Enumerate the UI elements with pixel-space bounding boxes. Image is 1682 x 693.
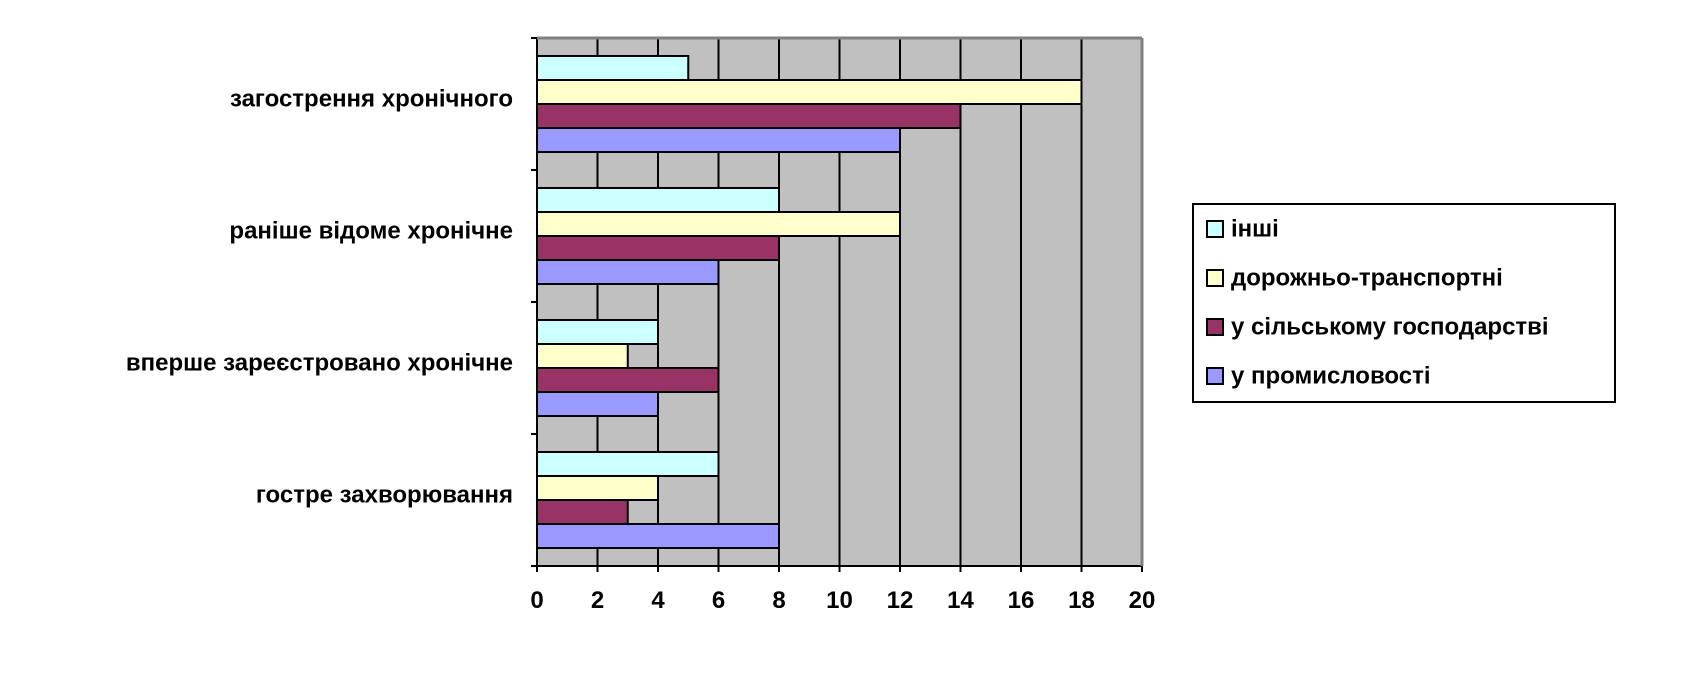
legend-swatch [1206, 220, 1224, 238]
x-tick-label: 12 [887, 587, 914, 614]
category-label: вперше зареєстровано хронічне [126, 349, 513, 376]
legend-label: інші [1231, 215, 1279, 242]
x-tick-label: 20 [1129, 587, 1156, 614]
bar [536, 103, 962, 129]
category-labels: гостре захворювання вперше зареєстровано … [126, 85, 513, 508]
bar [536, 211, 901, 237]
x-tick-label: 8 [772, 587, 785, 614]
bar [536, 391, 659, 417]
axes [531, 36, 1144, 572]
legend-label: дорожньо-транспортні [1231, 264, 1503, 291]
bar [536, 475, 659, 501]
bar [536, 451, 720, 477]
bar [536, 79, 1083, 105]
category-label: загострення хронічного [230, 85, 513, 112]
bar [536, 187, 780, 213]
legend-swatch [1206, 269, 1224, 287]
x-tick-label: 6 [712, 587, 725, 614]
category-label: гостре захворювання [256, 481, 513, 508]
bar [536, 343, 629, 369]
bar [536, 319, 659, 345]
x-tick-label: 2 [591, 587, 604, 614]
bar [536, 235, 780, 261]
x-tick-labels: 0 2 4 6 8 10 12 14 16 18 20 [530, 587, 1155, 614]
x-tick-label: 16 [1008, 587, 1035, 614]
legend-label: у промисловості [1231, 362, 1431, 389]
bar [536, 259, 720, 285]
x-tick-label: 18 [1068, 587, 1095, 614]
x-tick-label: 0 [530, 587, 543, 614]
bar [536, 367, 720, 393]
bars [536, 55, 1083, 549]
bar [536, 127, 901, 153]
legend-swatch [1206, 318, 1224, 336]
bar [536, 55, 690, 81]
category-label: раніше відоме хронічне [229, 217, 513, 244]
legend: інші дорожньо-транспортні у сільському гос… [1192, 203, 1616, 403]
x-tick-label: 14 [947, 587, 974, 614]
legend-label: у сільському господарстві [1231, 313, 1549, 340]
x-tick-label: 4 [651, 587, 665, 614]
legend-swatch [1206, 367, 1224, 385]
bar [536, 523, 780, 549]
bar [536, 499, 629, 525]
x-tick-label: 10 [826, 587, 853, 614]
legend-box [1192, 203, 1616, 403]
